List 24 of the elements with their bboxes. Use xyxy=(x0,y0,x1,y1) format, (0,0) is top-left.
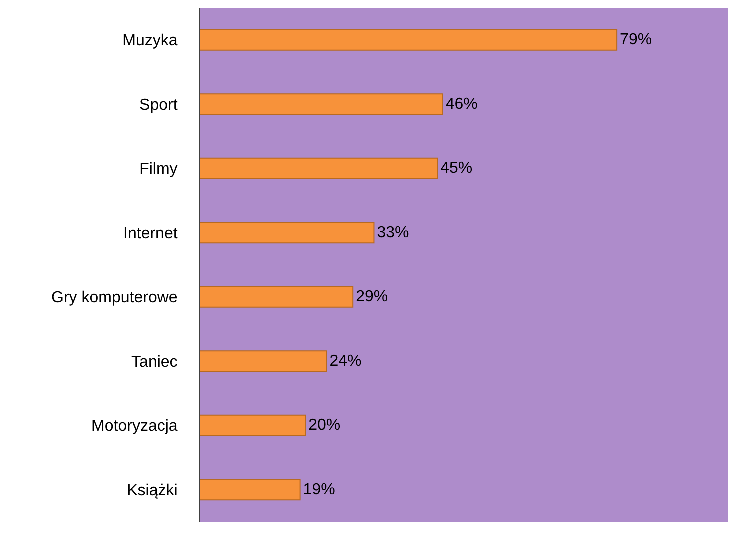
data-label: 33% xyxy=(377,224,410,242)
data-label: 46% xyxy=(446,96,478,113)
bar xyxy=(200,286,354,308)
data-label: 45% xyxy=(440,160,473,178)
bar xyxy=(200,158,438,180)
bar xyxy=(200,94,444,116)
y-tick-label: Sport xyxy=(140,96,178,114)
y-tick-label: Gry komputerowe xyxy=(52,290,178,307)
y-tick-label: Internet xyxy=(124,225,178,242)
data-label: 20% xyxy=(308,417,341,434)
y-tick-label: Muzyka xyxy=(122,32,178,50)
data-label: 79% xyxy=(620,32,652,49)
bar xyxy=(200,414,306,436)
y-tick-label: Taniec xyxy=(132,354,178,371)
bar xyxy=(200,350,328,372)
y-tick-label: Motoryzacja xyxy=(92,418,178,436)
data-label: 19% xyxy=(303,481,336,498)
data-label: 24% xyxy=(330,352,362,370)
bar xyxy=(200,29,618,51)
bar xyxy=(200,479,301,501)
bar xyxy=(200,222,375,244)
data-label: 29% xyxy=(356,288,388,306)
y-tick-label: Książki xyxy=(127,482,178,500)
y-tick-label: Filmy xyxy=(140,161,178,178)
